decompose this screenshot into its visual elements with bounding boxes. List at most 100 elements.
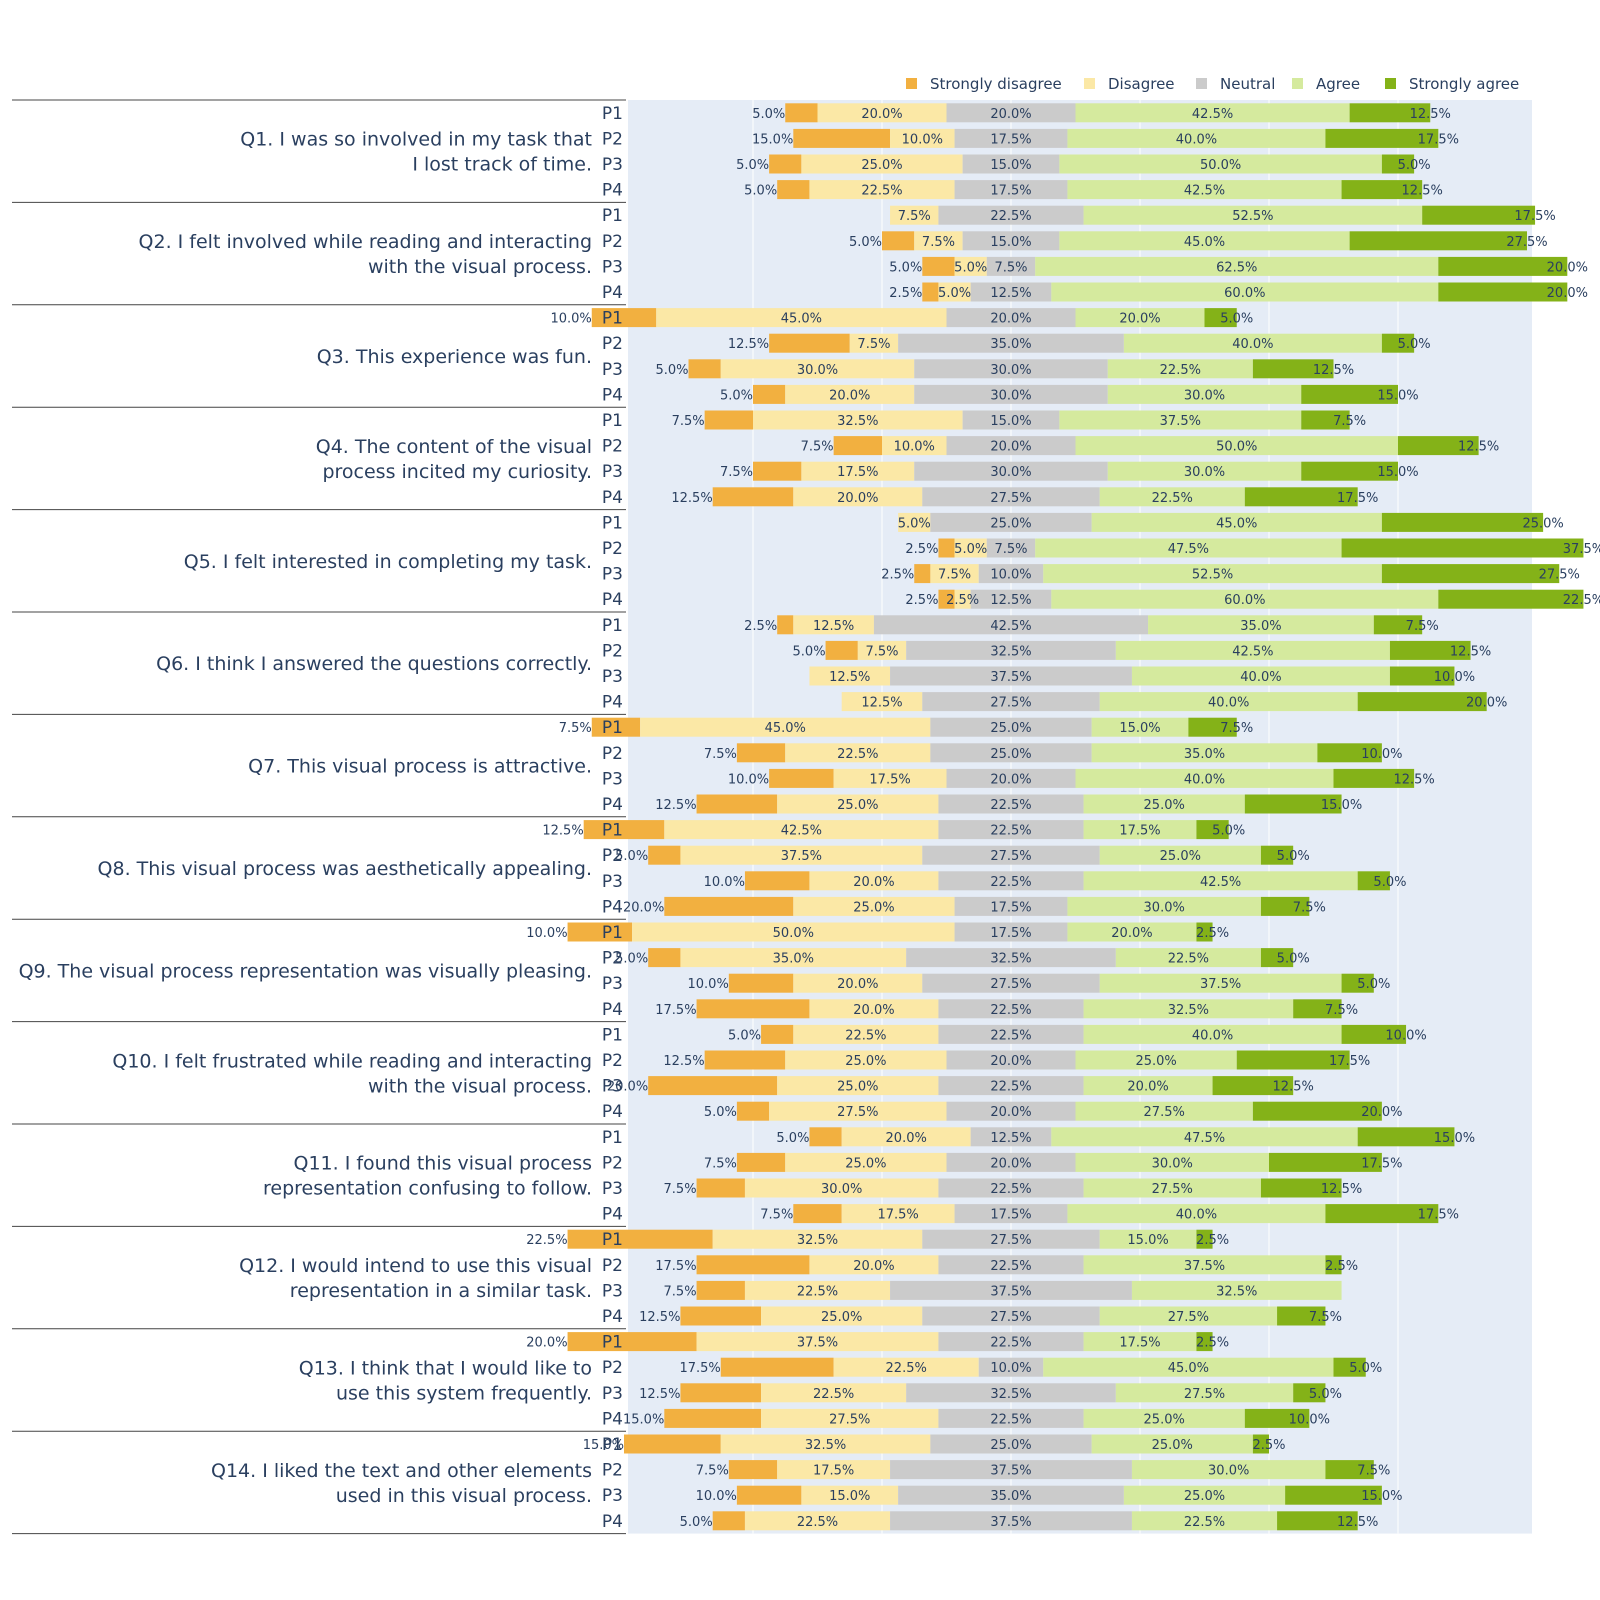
participant-label: P3 xyxy=(602,667,623,687)
value-label: 5.0% xyxy=(776,1131,809,1146)
bar-segment xyxy=(1196,820,1229,840)
participant-label: P1 xyxy=(602,1435,623,1455)
participant-label: P3 xyxy=(602,974,623,994)
bar-segment xyxy=(906,1383,1116,1403)
bar-segment xyxy=(688,359,721,379)
value-label: 35.0% xyxy=(773,952,814,967)
bar-segment xyxy=(720,359,915,379)
bar-segment xyxy=(1269,1152,1382,1172)
bar-segment xyxy=(890,205,939,225)
participant-label: P4 xyxy=(602,1409,623,1429)
value-label: 27.5% xyxy=(1168,1310,1209,1325)
participant-label: P2 xyxy=(602,334,623,354)
value-label: 15.0% xyxy=(1119,721,1160,736)
value-label: 5.0% xyxy=(680,1515,713,1530)
bar-segment xyxy=(1115,948,1261,968)
bar-segment xyxy=(640,717,931,737)
bar-segment xyxy=(970,589,1052,609)
legend-item: Neutral xyxy=(1196,75,1275,93)
value-label: 20.0% xyxy=(853,875,894,890)
bar-segment xyxy=(1438,256,1568,276)
value-label: 32.5% xyxy=(990,644,1031,659)
bar-segment xyxy=(1083,794,1245,814)
participant-label: P4 xyxy=(602,897,623,917)
participant-label: P3 xyxy=(602,1486,623,1506)
legend-item: Disagree xyxy=(1084,75,1175,93)
value-label: 22.5% xyxy=(797,1284,838,1299)
bar-segment xyxy=(785,103,818,123)
participant-label: P3 xyxy=(602,769,623,789)
legend-item: Agree xyxy=(1292,75,1360,93)
bar-segment xyxy=(841,1127,971,1147)
value-label: 45.0% xyxy=(1184,235,1225,250)
value-label: 42.5% xyxy=(990,619,1031,634)
bar-segment xyxy=(938,1408,1084,1428)
question-label: Q1. I was so involved in my task that I l… xyxy=(240,129,592,176)
participant-label: P1 xyxy=(602,1333,623,1353)
value-label: 20.0% xyxy=(990,440,1031,455)
value-label: 5.0% xyxy=(793,644,826,659)
bar-segment xyxy=(591,717,641,737)
question-label: Q5. I felt interested in completing my t… xyxy=(184,551,592,573)
bar-segment xyxy=(1091,717,1189,737)
value-label: 10.0% xyxy=(1385,1028,1426,1043)
value-label: 35.0% xyxy=(1184,747,1225,762)
legend-swatch xyxy=(1292,78,1303,89)
value-label: 22.5% xyxy=(845,1028,886,1043)
value-label: 50.0% xyxy=(773,926,814,941)
value-label: 10.0% xyxy=(550,312,591,327)
value-label: 37.5% xyxy=(990,1284,1031,1299)
bar-segment xyxy=(1043,564,1382,584)
bar-segment xyxy=(777,615,794,635)
participant-label: P1 xyxy=(602,1230,623,1250)
bar-segment xyxy=(873,615,1149,635)
value-label: 22.5% xyxy=(1160,363,1201,378)
value-label: 30.0% xyxy=(821,1182,862,1197)
bar-segment xyxy=(817,103,947,123)
bar-segment xyxy=(1236,1050,1350,1070)
bar-segment xyxy=(1131,666,1390,686)
value-label: 15.0% xyxy=(1377,388,1418,403)
legend-label: Agree xyxy=(1316,75,1360,93)
question-label: Q4. The content of the visual process inc… xyxy=(316,436,592,483)
bar-segment xyxy=(841,1204,955,1224)
participant-label: P1 xyxy=(602,923,623,943)
bar-segment xyxy=(938,820,1084,840)
value-label: 10.0% xyxy=(1361,747,1402,762)
value-label: 40.0% xyxy=(1176,1208,1217,1223)
value-label: 25.0% xyxy=(837,1080,878,1095)
bar-segment xyxy=(656,308,947,328)
legend-label: Disagree xyxy=(1108,75,1175,93)
bar-segment xyxy=(801,461,915,481)
participant-label: P1 xyxy=(602,1128,623,1148)
bar-segment xyxy=(1067,896,1261,916)
bar-segment xyxy=(809,999,939,1019)
value-label: 20.0% xyxy=(526,1336,567,1351)
bar-segment xyxy=(1381,564,1560,584)
bar-segment xyxy=(567,1229,713,1249)
participant-label: P4 xyxy=(602,1000,623,1020)
value-label: 7.5% xyxy=(704,1156,737,1171)
value-label: 22.5% xyxy=(990,798,1031,813)
bar-segment xyxy=(930,717,1092,737)
value-label: 17.5% xyxy=(655,1259,696,1274)
bar-segment xyxy=(1389,666,1455,686)
value-label: 15.0% xyxy=(990,235,1031,250)
bar-segment xyxy=(890,128,955,148)
value-label: 17.5% xyxy=(990,926,1031,941)
value-label: 42.5% xyxy=(1232,644,1273,659)
bar-segment xyxy=(744,1511,891,1531)
bar-segment xyxy=(664,820,939,840)
bar-segment xyxy=(1325,128,1439,148)
value-label: 5.0% xyxy=(1277,849,1310,864)
bar-segment xyxy=(898,333,1124,353)
value-label: 15.0% xyxy=(990,414,1031,429)
participant-label: P4 xyxy=(602,693,623,713)
value-label: 62.5% xyxy=(1216,260,1257,275)
bar-segment xyxy=(1196,1332,1213,1352)
legend-label: Strongly disagree xyxy=(930,75,1062,93)
bar-segment xyxy=(1075,1050,1237,1070)
bar-segment xyxy=(857,640,907,660)
legend-label: Neutral xyxy=(1220,75,1275,93)
participant-label: P2 xyxy=(602,1256,623,1276)
